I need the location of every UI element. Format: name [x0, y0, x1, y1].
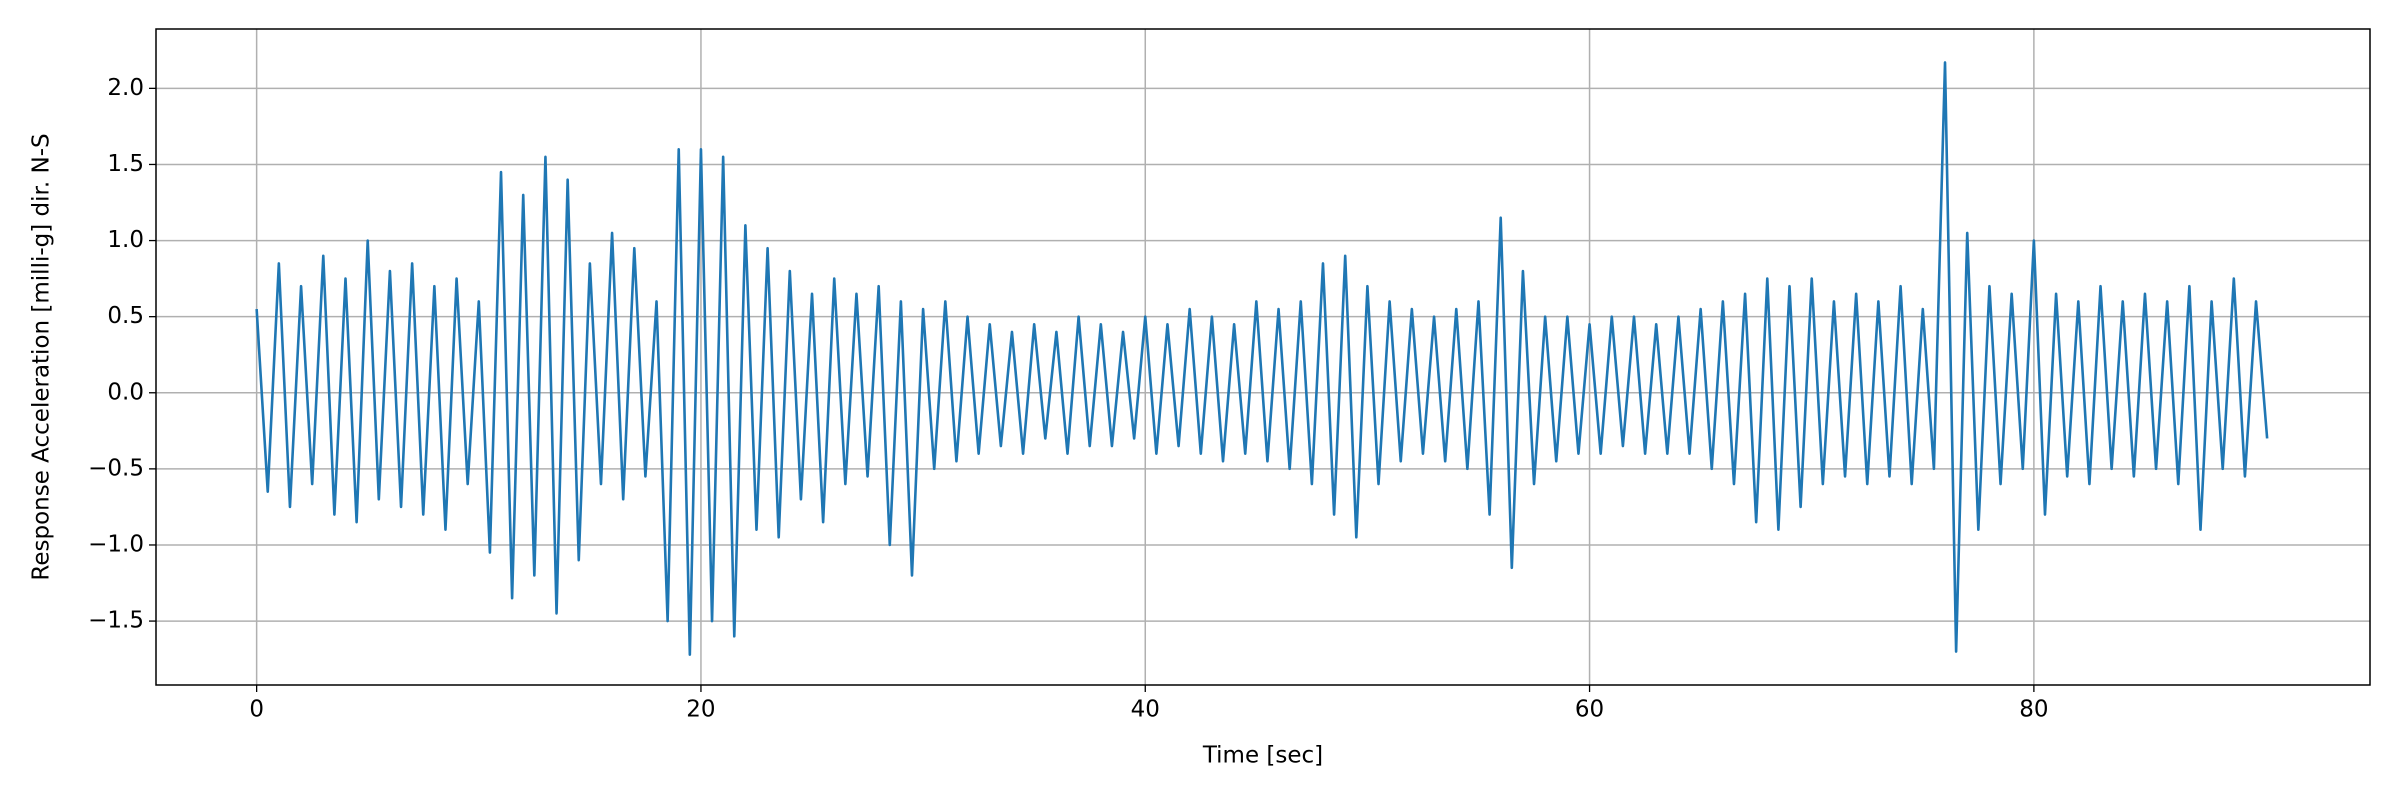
signal-line [255, 61, 2269, 656]
y-tick-label: −1.0 [88, 531, 144, 557]
y-tick-label: −0.5 [88, 455, 144, 481]
x-tick-label: 80 [2019, 697, 2048, 723]
x-tick-label: 60 [1575, 697, 1604, 723]
x-axis-label: Time [sec] [1202, 743, 1323, 769]
y-axis-label: Response Acceleration [milli-g] dir. N-S [29, 133, 55, 580]
x-tick-label: 0 [249, 697, 264, 723]
plot-frame [155, 28, 2371, 686]
y-tick-label: 2.0 [107, 75, 144, 101]
x-tick-label: 20 [686, 697, 715, 723]
y-tick-label: −1.5 [88, 608, 144, 634]
x-tick-label: 40 [1131, 697, 1160, 723]
y-tick-label: 0.0 [107, 379, 144, 405]
y-tick-label: 0.5 [107, 303, 144, 329]
y-tick-label: 1.0 [107, 227, 144, 253]
y-tick-label: 1.5 [107, 151, 144, 177]
